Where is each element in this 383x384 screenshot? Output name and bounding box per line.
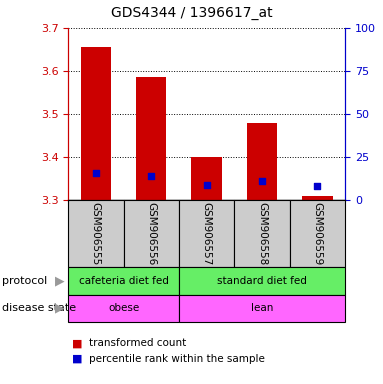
FancyBboxPatch shape [179, 295, 345, 322]
Point [259, 178, 265, 184]
Text: GSM906558: GSM906558 [257, 202, 267, 265]
Bar [302, 196, 332, 200]
Text: standard diet fed: standard diet fed [217, 276, 307, 286]
Text: disease state: disease state [2, 303, 76, 313]
Text: percentile rank within the sample: percentile rank within the sample [89, 354, 265, 364]
Text: ■: ■ [72, 354, 82, 364]
Bar [136, 78, 167, 200]
Text: cafeteria diet fed: cafeteria diet fed [79, 276, 169, 286]
Point [93, 170, 99, 177]
Point [314, 183, 321, 189]
Text: obese: obese [108, 303, 139, 313]
FancyBboxPatch shape [68, 267, 179, 295]
Bar [192, 157, 222, 200]
Text: ▶: ▶ [54, 302, 64, 315]
FancyBboxPatch shape [68, 200, 124, 267]
FancyBboxPatch shape [179, 267, 345, 295]
Text: GSM906559: GSM906559 [313, 202, 322, 265]
Text: GSM906556: GSM906556 [146, 202, 156, 265]
Point [204, 182, 210, 188]
Bar [81, 47, 111, 200]
FancyBboxPatch shape [68, 295, 179, 322]
Text: GSM906555: GSM906555 [91, 202, 101, 265]
Text: ■: ■ [72, 338, 82, 348]
Text: transformed count: transformed count [89, 338, 187, 348]
Text: GSM906557: GSM906557 [201, 202, 212, 265]
FancyBboxPatch shape [234, 200, 290, 267]
FancyBboxPatch shape [124, 200, 179, 267]
FancyBboxPatch shape [290, 200, 345, 267]
Bar [247, 122, 277, 200]
Text: ▶: ▶ [54, 274, 64, 287]
Text: protocol: protocol [2, 276, 47, 286]
Text: GDS4344 / 1396617_at: GDS4344 / 1396617_at [111, 7, 272, 20]
FancyBboxPatch shape [179, 200, 234, 267]
Point [148, 173, 154, 179]
Text: lean: lean [251, 303, 273, 313]
